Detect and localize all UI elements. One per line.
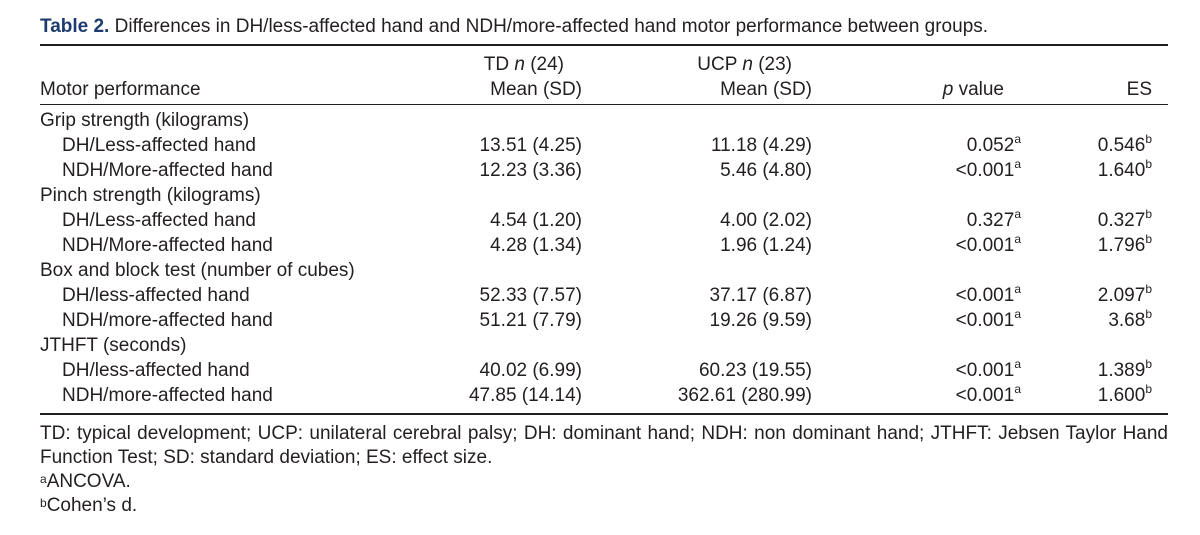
group-label: Grip strength (kilograms) [40,110,250,131]
top-rule [40,44,1168,46]
es-value: 3.68b [1108,307,1152,331]
motor-performance-header: Motor performance [40,79,201,100]
table-caption: Table 2. Differences in DH/less-affected… [40,16,988,38]
footnote-mark: b [1145,282,1152,296]
p-value: <0.001a [955,382,1021,406]
row-label: DH/less-affected hand [62,360,250,381]
footnote-mark: a [1014,357,1021,371]
td-value: 4.54 (1.20) [490,210,582,231]
ucp-value: 362.61 (280.99) [677,385,812,406]
row-label: NDH/More-affected hand [62,160,273,181]
es-value: 1.640b [1097,157,1152,181]
p-value: <0.001a [955,307,1021,331]
group-label: Pinch strength (kilograms) [40,185,261,206]
table-caption-text: Differences in DH/less-affected hand and… [114,16,989,37]
group-label: JTHFT (seconds) [40,335,187,356]
footnote-mark: b [1145,382,1152,396]
p-value: 0.327a [966,207,1021,231]
group-label: Box and block test (number of cubes) [40,260,355,281]
p-value: <0.001a [955,157,1021,181]
footnote-mark: b [1145,157,1152,171]
footnote-mark: a [1014,307,1021,321]
es-value: 0.546b [1097,132,1152,156]
p-value: <0.001a [955,232,1021,256]
footnote-b: bCohen’s d. [40,495,138,516]
footnote-mark: b [1145,357,1152,371]
td-value: 13.51 (4.25) [479,135,582,156]
p-value: <0.001a [955,282,1021,306]
ucp-value: 1.96 (1.24) [720,235,812,256]
footnote-mark: a [1014,132,1021,146]
row-label: DH/Less-affected hand [62,210,256,231]
footnote-mark: a [1014,382,1021,396]
ucp-value: 37.17 (6.87) [709,285,812,306]
footnote-a: aANCOVA. [40,471,131,492]
es-value: 1.600b [1097,382,1152,406]
footnote-mark: a [1014,207,1021,221]
footnote-mark: a [1014,282,1021,296]
es-header: ES [1126,79,1152,100]
row-label: NDH/more-affected hand [62,385,273,406]
es-value: 0.327b [1097,207,1152,231]
es-value: 2.097b [1097,282,1152,306]
es-value: 1.796b [1097,232,1152,256]
td-value: 47.85 (14.14) [468,385,582,406]
p-value: <0.001a [955,357,1021,381]
row-label: DH/less-affected hand [62,285,250,306]
td-value: 12.23 (3.36) [479,160,582,181]
header-rule [40,104,1168,105]
td-stat-header: Mean (SD) [490,79,582,100]
td-value: 51.21 (7.79) [479,310,582,331]
ucp-value: 5.46 (4.80) [720,160,812,181]
ucp-value: 4.00 (2.02) [720,210,812,231]
row-label: DH/Less-affected hand [62,135,256,156]
p-value: 0.052a [966,132,1021,156]
td-value: 4.28 (1.34) [490,235,582,256]
p-value-header: p value [942,79,1004,100]
row-label: NDH/More-affected hand [62,235,273,256]
bottom-rule [40,413,1168,415]
td-value: 40.02 (6.99) [479,360,582,381]
table-caption-label: Table 2. [40,16,110,37]
footnote-mark: a [1014,232,1021,246]
ucp-value: 11.18 (4.29) [710,135,812,156]
td-value: 52.33 (7.57) [479,285,582,306]
td-group-header: TD n (24) [483,54,564,75]
ucp-group-header: UCP n (23) [697,54,792,75]
ucp-value: 19.26 (9.59) [709,310,812,331]
ucp-stat-header: Mean (SD) [720,79,812,100]
abbreviations-footnote: TD: typical development; UCP: unilateral… [40,423,1168,468]
es-value: 1.389b [1097,357,1152,381]
row-label: NDH/more-affected hand [62,310,273,331]
footnote-mark: b [1145,132,1152,146]
footnote-mark: a [1014,157,1021,171]
footnote-mark: b [1145,307,1152,321]
footnote-mark: b [1145,207,1152,221]
ucp-value: 60.23 (19.55) [698,360,812,381]
footnote-mark: b [1145,232,1152,246]
